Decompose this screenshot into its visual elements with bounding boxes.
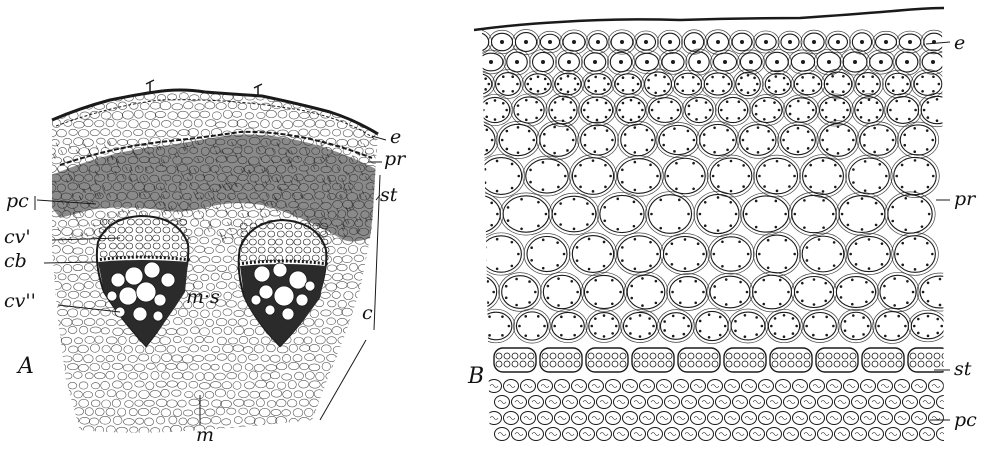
label-b-e: e [954,32,966,54]
vascular-bundle-right [237,218,330,348]
label-b-st: st [954,358,972,380]
panel-b-cells [482,29,944,441]
label-a-cv2: cv'' [4,290,36,312]
panel-b-leader-lines [925,41,951,421]
panel-b-section [473,6,951,441]
label-b-pc: pc [954,409,977,431]
panel-a-band-texture [52,139,378,244]
panel-a-endodermis-line [59,130,373,166]
panel-a-phloem-band [52,134,378,242]
label-a-e: e [390,126,402,148]
label-a-pr: pr [384,148,406,170]
label-a-st: st [380,184,398,206]
panel-b-letter: B [468,364,485,389]
vascular-bundle-left [95,214,191,348]
label-a-m: m [196,424,215,446]
label-a-cv1: cv' [4,226,31,248]
label-b-pr: pr [954,188,976,210]
label-a-ms: m·s [186,286,220,308]
panel-a-section [34,79,387,433]
label-a-cb: cb [4,250,27,272]
label-a-pc: pc [6,190,29,212]
panel-a-leader-lines [34,135,387,425]
panel-a-epidermis [51,88,379,136]
panel-a-letter: A [18,354,34,379]
panel-b-epidermis [473,6,945,32]
label-a-c: c [362,302,373,324]
